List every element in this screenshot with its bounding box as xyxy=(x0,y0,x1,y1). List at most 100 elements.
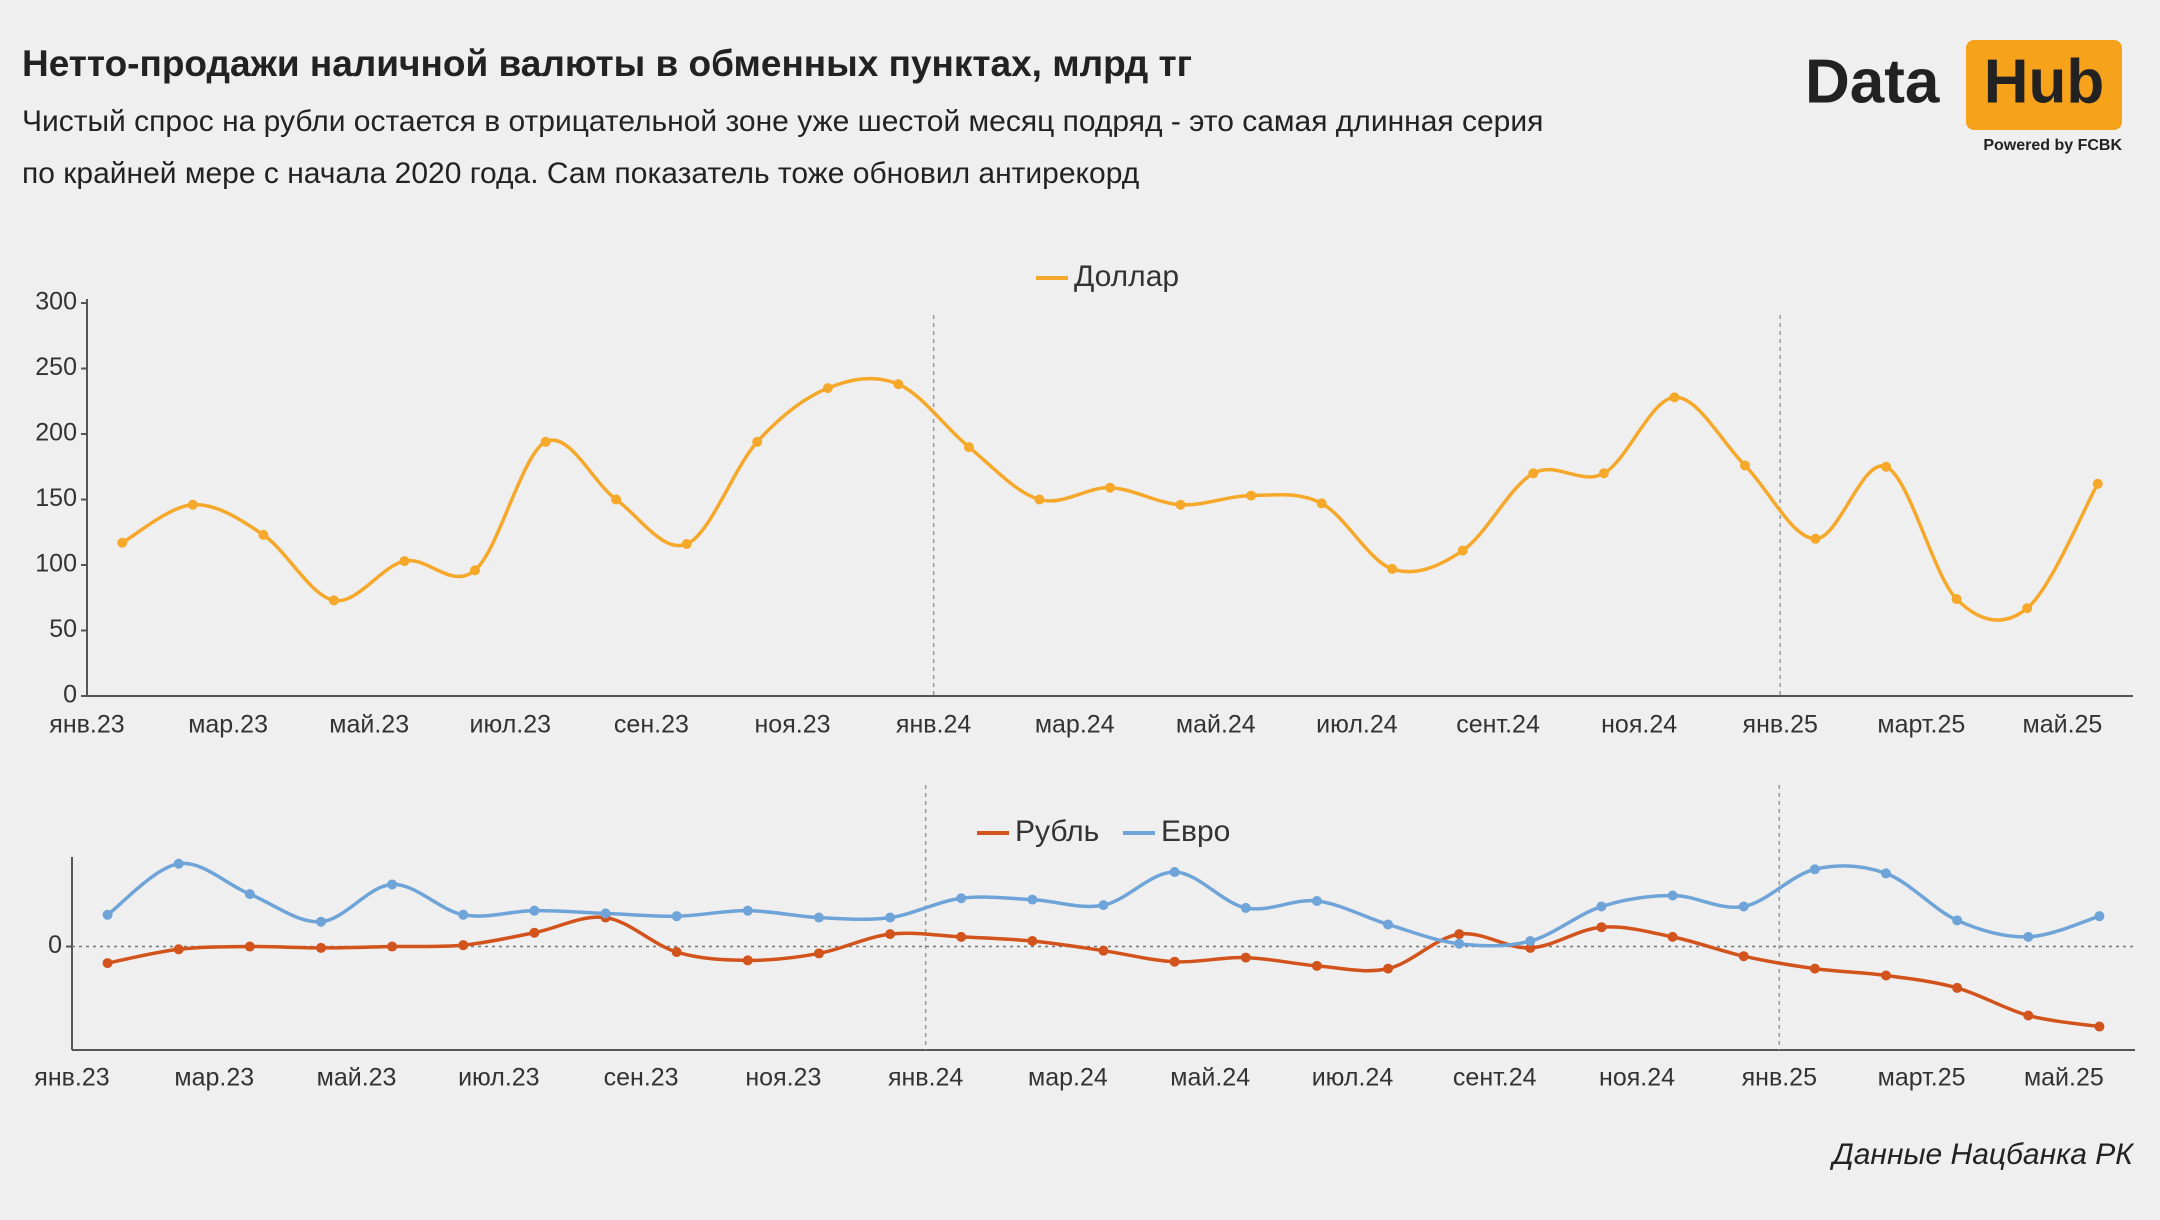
series-line xyxy=(107,915,2100,1029)
x-tick-label: май.25 xyxy=(2024,1064,2104,1092)
series-line xyxy=(121,376,2100,622)
x-tick-label: март.25 xyxy=(1877,711,1965,739)
data-point xyxy=(470,565,481,576)
x-tick-label: сен.23 xyxy=(604,1064,679,1092)
data-point xyxy=(1952,982,1963,993)
subtitle-line: Чистый спрос на рубли остается в отрицат… xyxy=(22,105,1543,138)
logo-text: Data xyxy=(1805,47,1940,116)
x-tick-label: ноя.23 xyxy=(755,711,831,739)
data-point xyxy=(458,909,469,920)
data-point xyxy=(1457,545,1468,556)
data-point xyxy=(258,529,269,540)
source: Данные Нацбанка РК xyxy=(1830,1138,2136,1171)
data-point xyxy=(956,931,967,942)
data-point xyxy=(1311,960,1322,971)
data-point xyxy=(1311,896,1322,907)
data-point xyxy=(1951,594,1962,605)
data-point xyxy=(2094,911,2105,922)
x-tick-label: сент.24 xyxy=(1456,711,1540,739)
data-point xyxy=(963,442,974,453)
data-point xyxy=(1667,931,1678,942)
x-tick-label: мар.23 xyxy=(188,711,268,739)
x-tick-label: янв.24 xyxy=(888,1064,963,1092)
data-point xyxy=(173,858,184,869)
x-tick-label: июл.24 xyxy=(1316,711,1398,739)
x-tick-label: июл.24 xyxy=(1312,1064,1394,1092)
data-point xyxy=(529,927,540,938)
data-point xyxy=(1810,533,1821,544)
data-point xyxy=(1240,902,1251,913)
data-point xyxy=(681,539,692,550)
data-point xyxy=(752,436,763,447)
data-point xyxy=(1175,499,1186,510)
data-point xyxy=(1669,392,1680,403)
data-point xyxy=(813,948,824,959)
data-point xyxy=(458,940,469,951)
x-tick-label: сент.24 xyxy=(1453,1064,1537,1092)
data-point xyxy=(1454,938,1465,949)
data-point xyxy=(1881,970,1892,981)
data-point xyxy=(1027,894,1038,905)
x-tick-label: ноя.24 xyxy=(1601,711,1677,739)
data-point xyxy=(102,958,113,969)
data-point xyxy=(1528,468,1539,479)
data-point xyxy=(187,499,198,510)
data-point xyxy=(1034,494,1045,505)
legend-label: Рубль xyxy=(1015,815,1099,848)
x-tick-label: янв.25 xyxy=(1743,711,1818,739)
data-point xyxy=(1383,963,1394,974)
data-point xyxy=(1809,963,1820,974)
data-point xyxy=(742,905,753,916)
data-point xyxy=(885,929,896,940)
data-point xyxy=(1105,482,1115,493)
data-point xyxy=(1596,901,1607,912)
logo-text: Hub xyxy=(1984,47,2105,116)
x-tick-label: май.25 xyxy=(2023,711,2103,739)
x-tick-label: янв.25 xyxy=(1742,1064,1817,1092)
x-tick-label: март.25 xyxy=(1878,1064,1966,1092)
data-point xyxy=(1598,468,1609,479)
x-tick-label: мар.24 xyxy=(1028,1064,1108,1092)
title: Нетто-продажи наличной валюты в обменных… xyxy=(22,43,1192,84)
data-point xyxy=(1809,864,1820,875)
data-point xyxy=(2023,1010,2034,1021)
logo-box xyxy=(1966,40,2122,130)
data-point xyxy=(315,942,326,953)
data-point xyxy=(2023,931,2034,942)
data-point xyxy=(1881,868,1892,879)
data-point xyxy=(102,909,113,920)
data-point xyxy=(328,595,339,606)
data-point xyxy=(1738,951,1749,962)
data-point xyxy=(2094,1021,2105,1032)
data-point xyxy=(822,383,833,394)
data-point xyxy=(813,912,824,923)
data-point xyxy=(2092,478,2103,489)
x-tick-label: июл.23 xyxy=(458,1064,540,1092)
legend-label: Доллар xyxy=(1074,260,1179,293)
data-point xyxy=(1525,942,1536,953)
data-point xyxy=(1596,922,1607,933)
y-tick-label: 250 xyxy=(35,353,77,381)
x-tick-label: май.23 xyxy=(329,711,409,739)
data-point xyxy=(1739,460,1750,471)
data-point xyxy=(1316,498,1327,509)
data-point xyxy=(611,494,622,505)
x-tick-label: май.24 xyxy=(1176,711,1256,739)
data-point xyxy=(600,908,611,919)
y-tick-label: 100 xyxy=(35,550,77,578)
data-point xyxy=(387,879,398,890)
data-point xyxy=(671,947,682,958)
y-tick-label: 0 xyxy=(63,681,77,709)
data-point xyxy=(244,941,255,952)
data-point xyxy=(1952,915,1963,926)
y-tick-label: 300 xyxy=(35,288,77,316)
data-point xyxy=(1881,461,1892,472)
data-point xyxy=(1098,900,1109,911)
data-point xyxy=(1098,945,1109,956)
x-tick-label: мар.23 xyxy=(174,1064,254,1092)
x-tick-label: ноя.23 xyxy=(745,1064,821,1092)
data-point xyxy=(1027,936,1038,947)
x-tick-label: май.24 xyxy=(1170,1064,1250,1092)
data-point xyxy=(173,944,184,955)
